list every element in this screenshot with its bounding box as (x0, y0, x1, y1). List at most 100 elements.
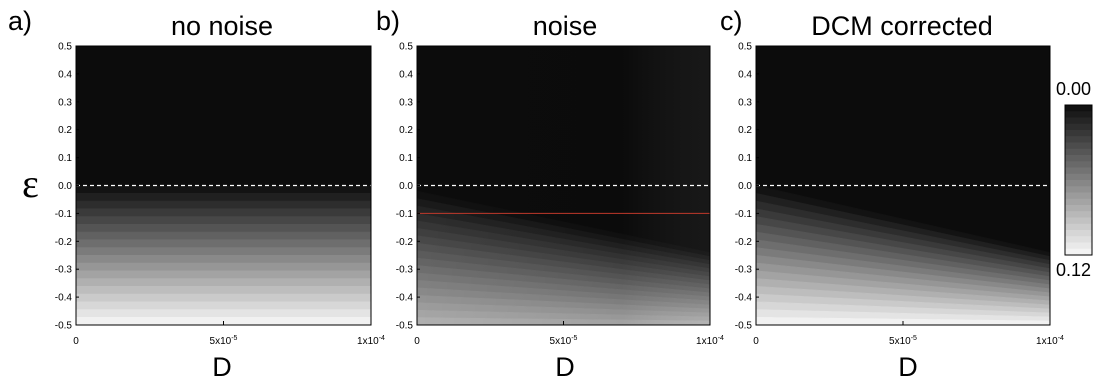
y-tick-label: -0.3 (396, 265, 414, 276)
x-tick-label: 5x10-5 (210, 335, 238, 347)
y-tick-label: 0.1 (58, 153, 72, 164)
colorbar-step (1065, 142, 1092, 150)
y-tick-label: 0.0 (738, 181, 752, 192)
y-tick-label: 0.2 (58, 125, 72, 136)
colorbar-step (1065, 198, 1092, 206)
heatmap-band (75, 293, 372, 303)
y-tick-label: -0.3 (55, 265, 73, 276)
colorbar-step (1065, 161, 1092, 169)
colorbar (1064, 104, 1093, 256)
y-tick-label: 0.3 (399, 97, 413, 108)
colorbar-step (1065, 105, 1092, 112)
y-tick-label: 0.0 (58, 181, 72, 192)
heatmap-band (75, 285, 372, 295)
colorbar-step (1065, 192, 1092, 200)
x-tick-label: 0 (753, 336, 759, 347)
y-tick-label: -0.1 (396, 209, 414, 220)
colorbar-step (1065, 180, 1092, 187)
heatmap-band (75, 278, 372, 287)
panel-b-title: noise (532, 11, 598, 41)
y-tick-label: 0.5 (399, 42, 413, 53)
panel-a-title: no noise (170, 11, 274, 41)
x-tick-label: 0 (414, 336, 420, 347)
colorbar-step (1065, 123, 1092, 131)
y-tick-label: 0.5 (58, 42, 72, 53)
panel-c-x-axis-label: D (898, 352, 918, 382)
heatmap-band (75, 231, 372, 241)
colorbar-step (1065, 236, 1092, 244)
heatmap-band (75, 301, 372, 310)
heatmap-band (75, 200, 372, 210)
colorbar-step (1065, 186, 1092, 194)
y-tick-label: -0.2 (396, 237, 414, 248)
colorbar-step (1065, 242, 1092, 250)
panel-b-x-axis-label: D (555, 352, 575, 382)
y-tick-label: 0.0 (399, 181, 413, 192)
colorbar-step (1065, 223, 1092, 231)
colorbar-step (1065, 217, 1092, 225)
colorbar-step (1065, 130, 1092, 137)
colorbar-step (1065, 173, 1092, 181)
x-tick-label: 5x10-5 (550, 335, 578, 347)
y-tick-label: -0.4 (55, 293, 73, 304)
y-tick-label: 0.1 (738, 153, 752, 164)
panel-b-heatmap: 0.5 0.4 0.3 0.2 0.1 0.0 -0.1 -0.2 -0.3 -0.4 -0.50 5… (396, 42, 724, 348)
y-tick-label: 0.1 (399, 153, 413, 164)
y-tick-label: 0.3 (58, 97, 72, 108)
colorbar-step (1065, 111, 1092, 119)
panel-b-letter: b) (376, 6, 401, 36)
heatmap-band (75, 208, 372, 217)
y-axis-label: ε (22, 161, 39, 206)
heatmap-band (75, 247, 372, 256)
colorbar-frame (1064, 104, 1093, 256)
colorbar-step (1065, 248, 1092, 256)
y-tick-label: 0.2 (738, 125, 752, 136)
x-tick-label: 1x10-4 (1036, 335, 1064, 347)
panel-a-heatmap: 0.5 0.4 0.3 0.2 0.1 0.0 -0.1 -0.2 -0.3 -0.4 -0.50 5… (55, 42, 385, 348)
x-tick-label: 1x10-4 (696, 335, 724, 347)
y-tick-label: -0.5 (55, 321, 73, 332)
colorbar-step (1065, 167, 1092, 175)
colorbar-step (1065, 117, 1092, 125)
heatmap-band (75, 262, 372, 272)
heatmap-band (75, 216, 372, 225)
y-tick-label: -0.2 (55, 237, 73, 248)
y-tick-label: -0.5 (396, 321, 414, 332)
y-tick-label: -0.4 (735, 293, 753, 304)
y-tick-label: 0.5 (738, 42, 752, 53)
y-tick-label: 0.3 (738, 97, 752, 108)
y-tick-label: -0.1 (55, 209, 73, 220)
colorbar-step (1065, 155, 1092, 162)
y-tick-label: -0.4 (396, 293, 414, 304)
panel-a-x-axis-label: D (212, 352, 232, 382)
colorbar-min-label: 0.12 (1056, 260, 1092, 280)
x-tick-label: 5x10-5 (889, 335, 917, 347)
y-tick-label: 0.4 (399, 69, 413, 80)
heatmap-band (75, 309, 372, 318)
colorbar-step (1065, 211, 1092, 219)
y-tick-label: -0.1 (735, 209, 753, 220)
x-tick-label: 1x10-4 (357, 335, 385, 347)
panel-c-heatmap: 0.5 0.4 0.3 0.2 0.1 0.0 -0.1 -0.2 -0.3 -0.4 -0.50 5… (735, 42, 1064, 348)
colorbar-step (1065, 148, 1092, 156)
panel-c-letter: c) (720, 6, 743, 36)
y-tick-label: 0.4 (58, 69, 72, 80)
heatmap-band (75, 223, 372, 233)
y-tick-label: 0.2 (399, 125, 413, 136)
colorbar-step (1065, 136, 1092, 144)
heatmap-band (75, 270, 372, 279)
colorbar-max-label: 0.00 (1056, 79, 1092, 99)
y-tick-label: 0.4 (738, 69, 752, 80)
colorbar-step (1065, 205, 1092, 212)
noise-overlay (417, 46, 710, 325)
heatmap-band (75, 185, 372, 194)
y-tick-label: -0.2 (735, 237, 753, 248)
heatmap-band (75, 239, 372, 248)
panel-c-title: DCM corrected (811, 11, 993, 41)
heatmap-band (75, 254, 372, 264)
colorbar-step (1065, 230, 1092, 237)
y-tick-label: -0.3 (735, 265, 753, 276)
panel-a-letter: a) (8, 6, 33, 36)
x-tick-label: 0 (73, 336, 79, 347)
